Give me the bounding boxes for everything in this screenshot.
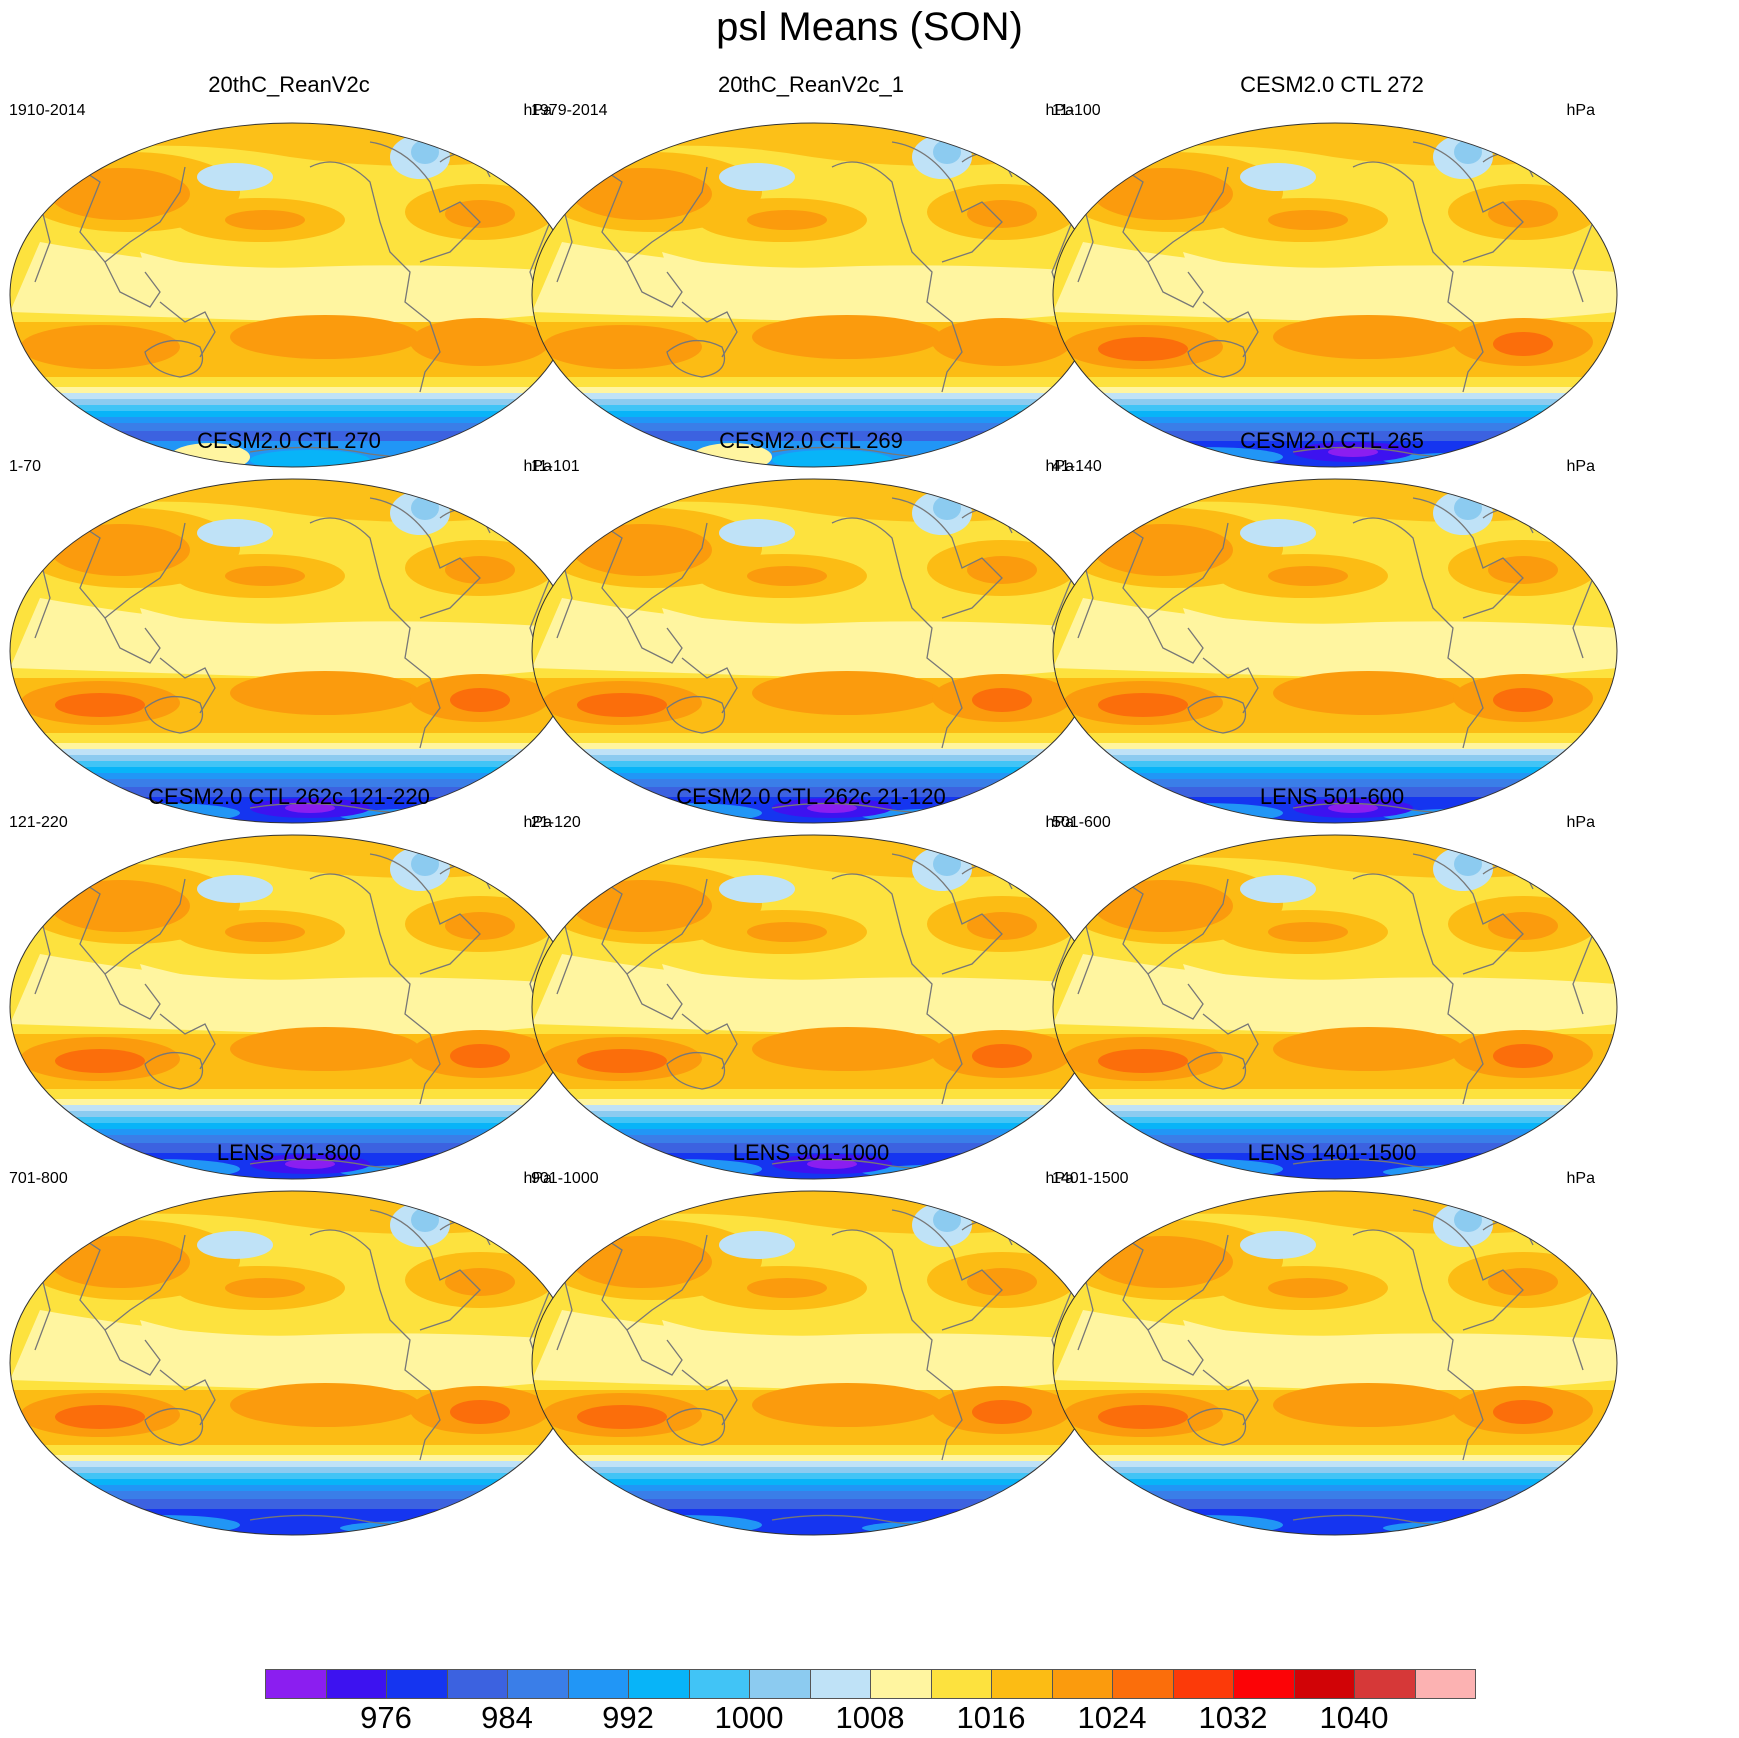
colorbar-tick-label: 992 [602, 1700, 654, 1735]
colorbar-box [1414, 1669, 1476, 1699]
map-panel: CESM2.0 CTL 262c 121-220 121-220 hPa [0, 784, 578, 1180]
map-panel-2 [1052, 122, 1618, 468]
colorbar-box [1354, 1669, 1416, 1699]
panel-title: LENS 901-1000 [732, 1140, 890, 1165]
panel-title: 20thC_ReanV2c_1 [718, 72, 904, 97]
colorbar-box [507, 1669, 569, 1699]
map-panel: CESM2.0 CTL 270 1-70 hPa [0, 428, 578, 824]
panel-period: 901-1000 [531, 1170, 599, 1187]
colorbar-tick-label: 1040 [1319, 1700, 1389, 1735]
colorbar-box [809, 1669, 871, 1699]
panel-period: 1-70 [9, 458, 42, 475]
panel-title: CESM2.0 CTL 262c 121-220 [148, 784, 430, 809]
colorbar-box [325, 1669, 387, 1699]
panel-title: CESM2.0 CTL 269 [719, 428, 903, 453]
panel-period: 1401-1500 [1052, 1170, 1129, 1187]
colorbar-box [628, 1669, 690, 1699]
map-panel: LENS 701-800 701-800 hPa [0, 1140, 578, 1536]
colorbar-box [930, 1669, 992, 1699]
map-panel-6 [9, 834, 575, 1180]
panel-period: 41-140 [1052, 458, 1102, 475]
map-panel: CESM2.0 CTL 272 11-100 hPa [1043, 72, 1621, 468]
map-panel: LENS 501-600 501-600 hPa [1043, 784, 1621, 1180]
panel-units: hPa [1045, 1170, 1074, 1187]
colorbar-box [1233, 1669, 1295, 1699]
panel-units: hPa [1045, 458, 1074, 475]
map-panel-10 [531, 1190, 1097, 1536]
map-panel: LENS 1401-1500 1401-1500 hPa [1043, 1140, 1621, 1536]
colorbar-box [991, 1669, 1053, 1699]
colorbar-tick-label: 1000 [714, 1700, 784, 1735]
colorbar-box [870, 1669, 932, 1699]
map-panel-5 [1052, 478, 1618, 824]
map-panel-11 [1052, 1190, 1618, 1536]
colorbar-tick-label: 1008 [835, 1700, 905, 1735]
colorbar-tick-label: 984 [481, 1700, 533, 1735]
panel-period: 21-120 [531, 814, 581, 831]
panel-units: hPa [1566, 814, 1595, 831]
panel-period: 11-101 [531, 458, 580, 475]
colorbar-tick-label: 976 [360, 1700, 412, 1735]
panel-title: CESM2.0 CTL 270 [197, 428, 381, 453]
panel-title: CESM2.0 CTL 265 [1240, 428, 1424, 453]
panel-units: hPa [523, 1170, 552, 1187]
colorbar-tick-label: 1032 [1198, 1700, 1268, 1735]
panel-title: 20thC_ReanV2c [208, 72, 370, 97]
figure-title: psl Means (SON) [716, 5, 1023, 49]
map-panel-7 [531, 834, 1097, 1180]
panel-title: CESM2.0 CTL 262c 21-120 [676, 784, 946, 809]
panel-units: hPa [523, 458, 552, 475]
panel-period: 501-600 [1052, 814, 1111, 831]
map-panel-9 [9, 1190, 575, 1536]
panel-title: LENS 701-800 [216, 1140, 362, 1165]
colorbar-box [265, 1669, 327, 1699]
panel-units: hPa [1045, 814, 1074, 831]
panel-title: LENS 501-600 [1259, 784, 1405, 809]
colorbar [265, 1669, 1476, 1699]
panel-units: hPa [1566, 1170, 1595, 1187]
map-panel: CESM2.0 CTL 265 41-140 hPa [1043, 428, 1621, 824]
colorbar-box [446, 1669, 508, 1699]
colorbar-tick-label: 1016 [956, 1700, 1026, 1735]
colorbar-box [1172, 1669, 1234, 1699]
map-panel: LENS 901-1000 901-1000 hPa [522, 1140, 1100, 1536]
panel-period: 121-220 [9, 814, 68, 831]
panel-units: hPa [1045, 102, 1074, 119]
map-panel-4 [531, 478, 1097, 824]
map-panel: 20thC_ReanV2c 1910-2014 hPa [0, 72, 578, 468]
map-panel-0 [9, 122, 575, 468]
colorbar-tick-label: 1024 [1077, 1700, 1147, 1735]
colorbar-box [749, 1669, 811, 1699]
panel-units: hPa [1566, 102, 1595, 119]
panel-period: 701-800 [9, 1170, 68, 1187]
map-panel: CESM2.0 CTL 269 11-101 hPa [522, 428, 1100, 824]
panel-units: hPa [523, 814, 552, 831]
panel-units: hPa [1566, 458, 1595, 475]
map-panel-8 [1052, 834, 1618, 1180]
map-panel-1 [531, 122, 1097, 468]
colorbar-box [1112, 1669, 1174, 1699]
panel-units: hPa [523, 102, 552, 119]
colorbar-box [1051, 1669, 1113, 1699]
colorbar-box [567, 1669, 629, 1699]
panel-title: LENS 1401-1500 [1247, 1140, 1417, 1165]
colorbar-box [386, 1669, 448, 1699]
panel-period: 1910-2014 [9, 102, 86, 119]
colorbar-box [1293, 1669, 1355, 1699]
map-panel-3 [9, 478, 575, 824]
map-panel: CESM2.0 CTL 262c 21-120 21-120 hPa [522, 784, 1100, 1180]
panel-period: 1979-2014 [531, 102, 608, 119]
map-panel: 20thC_ReanV2c_1 1979-2014 hPa [522, 72, 1100, 468]
colorbar-box [688, 1669, 750, 1699]
panel-period: 11-100 [1052, 102, 1101, 119]
panel-title: CESM2.0 CTL 272 [1240, 72, 1424, 97]
